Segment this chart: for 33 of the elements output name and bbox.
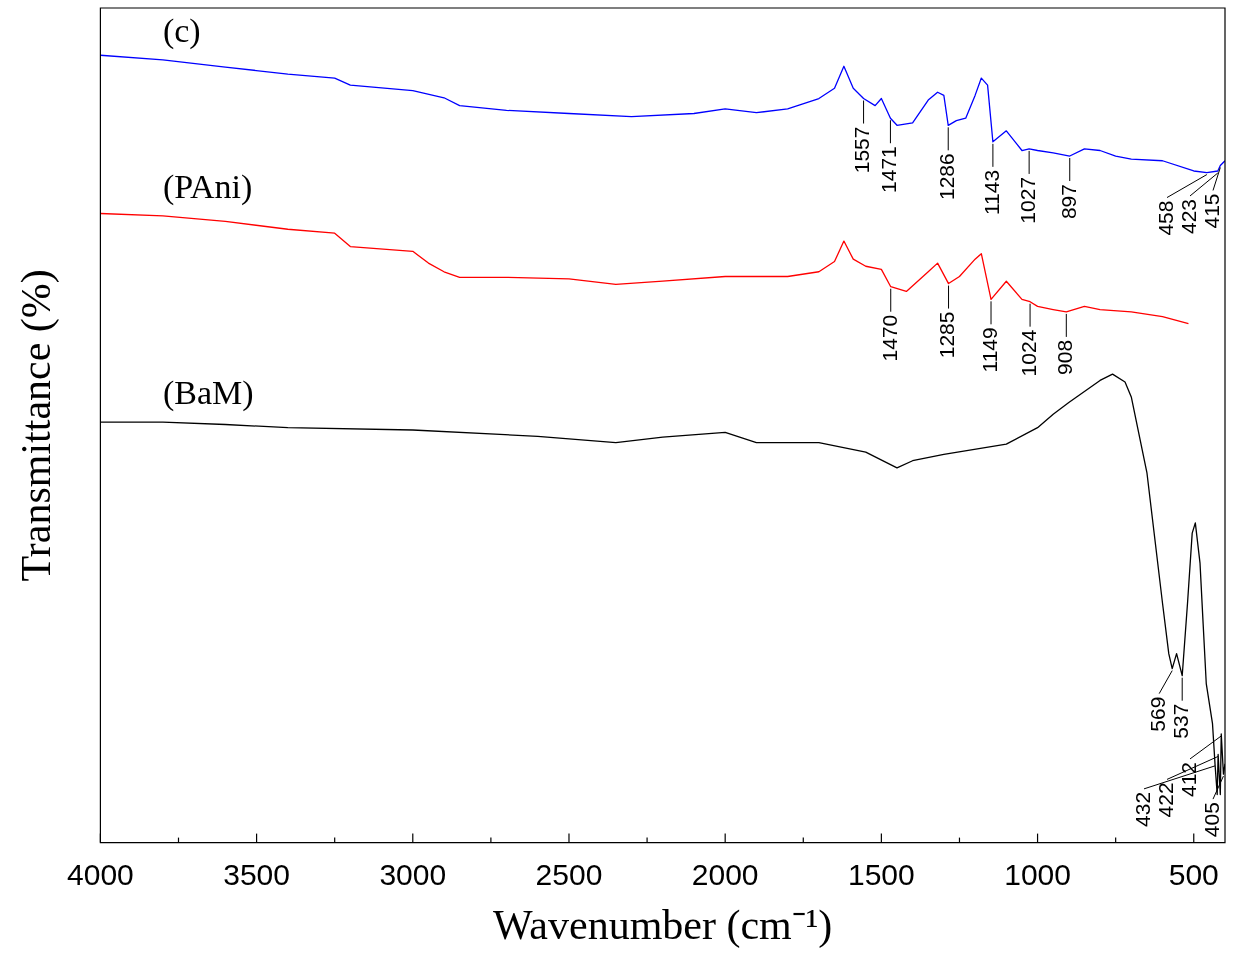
annotation: 897 (1056, 184, 1080, 220)
annotation: 432 (1130, 791, 1154, 827)
x-tick-label: 2500 (535, 857, 603, 891)
annotation: 1285 (935, 311, 959, 359)
x-tick-label: 3000 (379, 857, 447, 891)
annotation: 1471 (877, 146, 901, 193)
annotation: 412 (1176, 761, 1200, 797)
annotation: 415 (1199, 193, 1223, 229)
annotation: 405 (1199, 802, 1223, 838)
annotation: 1286 (935, 153, 959, 201)
annotation: 1557 (850, 126, 874, 174)
y-axis-title: Transmittance (%) (13, 269, 61, 582)
annotation: 1149 (977, 327, 1001, 373)
x-tick-label: 3500 (223, 857, 290, 891)
series-label: (PAni) (162, 167, 253, 206)
x-tick-label: 4000 (67, 857, 134, 891)
annotation: 422 (1153, 782, 1177, 818)
annotation: 569 (1146, 696, 1169, 732)
x-tick-label: 1500 (848, 857, 915, 891)
series-label: (BaM) (162, 374, 254, 413)
annotation: 1027 (1015, 176, 1039, 224)
x-tick-label: 2000 (691, 857, 759, 891)
annotation: 1143 (979, 169, 1003, 216)
x-tick-label: 1000 (1004, 857, 1071, 891)
annotation: 423 (1176, 198, 1200, 235)
x-tick-label: 500 (1168, 857, 1219, 891)
annotation: 537 (1169, 703, 1192, 739)
annotation: 1024 (1016, 329, 1040, 377)
annotation: 458 (1153, 200, 1177, 236)
annotation: 1470 (877, 314, 901, 362)
annotation: 908 (1053, 339, 1077, 375)
x-axis-title: Wavenumber (cm⁻¹) (493, 901, 833, 949)
series-label: (c) (162, 11, 201, 50)
